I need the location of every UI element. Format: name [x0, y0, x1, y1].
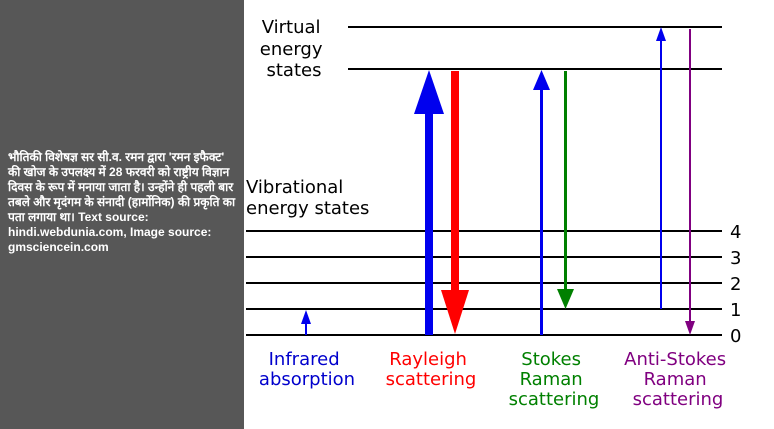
caption-text: भौतिकी विशेषज्ञ सर सी.व. रमन द्वारा 'रमन… [8, 150, 236, 254]
virtual-states-label: Virtual energy states [260, 17, 328, 81]
rayleigh-up-arrow-shaft [425, 110, 433, 335]
stokes-label-line-1: Stokes [521, 349, 581, 370]
caption-panel: भौतिकी विशेषज्ञ सर सी.व. रमन द्वारा 'रमन… [0, 0, 244, 429]
infrared-arrow-head [301, 310, 311, 324]
virtual-label-line-1: Virtual [262, 17, 321, 38]
rayleigh-up-arrow-head [414, 70, 444, 114]
rayleigh-label-line-2: scattering [386, 369, 477, 390]
rayleigh-label-line-1: Rayleigh [389, 349, 467, 370]
antistokes-label-line-1: Anti-Stokes [624, 349, 726, 370]
virtual-label-line-3: states [267, 60, 322, 81]
infrared-label-line-1: Infrared [269, 349, 340, 370]
rayleigh-scattering-label: Rayleigh scattering [386, 349, 477, 390]
infrared-absorption-label: Infrared absorption [259, 349, 355, 390]
level-label-1: 1 [730, 300, 741, 321]
vibrational-label-line-2: energy states [246, 198, 369, 219]
stokes-up-arrow-head [533, 70, 550, 90]
antistokes-label-line-2: Raman [644, 369, 707, 390]
stokes-label-line-2: Raman [520, 369, 583, 390]
virtual-label-line-2: energy [260, 39, 323, 60]
infrared-label-line-2: absorption [259, 369, 355, 390]
stokes-down-arrow-head [557, 289, 574, 309]
vibrational-states-label: Vibrational energy states [246, 177, 369, 219]
level-label-3: 3 [730, 248, 741, 269]
diagram-svg: 4 3 2 1 0 Virtual energy states Vibratio… [246, 17, 741, 410]
rayleigh-down-arrow-head [441, 290, 469, 334]
rayleigh-down-arrow-shaft [451, 71, 459, 293]
antistokes-down-arrow-head [685, 321, 695, 335]
antistokes-raman-scattering-label: Anti-Stokes Raman scattering [624, 349, 732, 410]
vibrational-label-line-1: Vibrational [246, 177, 343, 198]
antistokes-label-line-3: scattering [633, 389, 724, 410]
stokes-raman-scattering-label: Stokes Raman scattering [509, 349, 600, 410]
antistokes-up-arrow-head [656, 27, 666, 41]
energy-level-diagram: 4 3 2 1 0 Virtual energy states Vibratio… [244, 0, 774, 429]
level-label-4: 4 [730, 222, 741, 243]
stokes-up-arrow-shaft [540, 84, 543, 335]
level-label-2: 2 [730, 274, 741, 295]
stokes-label-line-3: scattering [509, 389, 600, 410]
stokes-down-arrow-shaft [564, 71, 567, 293]
level-label-0: 0 [730, 326, 741, 347]
